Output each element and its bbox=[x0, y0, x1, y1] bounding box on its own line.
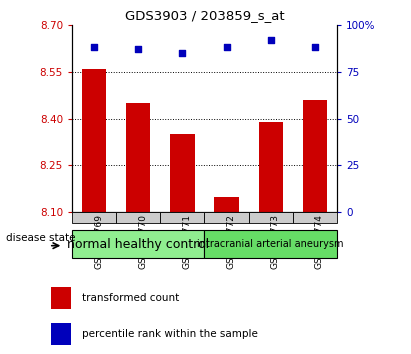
Bar bbox=[293, 212, 337, 223]
Bar bbox=[51, 287, 71, 309]
Text: GSM663773: GSM663773 bbox=[271, 214, 280, 269]
Bar bbox=[72, 230, 205, 258]
Bar bbox=[116, 212, 160, 223]
Text: normal healthy control: normal healthy control bbox=[67, 238, 209, 251]
Bar bbox=[72, 212, 116, 223]
Text: GSM663774: GSM663774 bbox=[315, 214, 324, 269]
Bar bbox=[205, 230, 337, 258]
Bar bbox=[82, 69, 106, 212]
Text: intracranial arterial aneurysm: intracranial arterial aneurysm bbox=[198, 239, 344, 249]
Text: GSM663769: GSM663769 bbox=[94, 214, 103, 269]
Point bbox=[91, 45, 97, 50]
Point bbox=[223, 45, 230, 50]
Text: percentile rank within the sample: percentile rank within the sample bbox=[82, 329, 258, 339]
Title: GDS3903 / 203859_s_at: GDS3903 / 203859_s_at bbox=[125, 9, 284, 22]
Bar bbox=[126, 103, 150, 212]
Point bbox=[135, 46, 141, 52]
Bar bbox=[215, 197, 239, 212]
Text: GSM663770: GSM663770 bbox=[138, 214, 147, 269]
Text: disease state: disease state bbox=[6, 233, 75, 243]
Point bbox=[312, 45, 318, 50]
Point bbox=[179, 50, 186, 56]
Point bbox=[268, 37, 274, 42]
Bar bbox=[51, 323, 71, 345]
Bar bbox=[170, 134, 194, 212]
Bar bbox=[160, 212, 205, 223]
Text: GSM663771: GSM663771 bbox=[182, 214, 192, 269]
Text: GSM663772: GSM663772 bbox=[226, 214, 236, 269]
Bar bbox=[249, 212, 293, 223]
Bar bbox=[259, 122, 283, 212]
Bar bbox=[205, 212, 249, 223]
Text: transformed count: transformed count bbox=[82, 293, 179, 303]
Bar bbox=[303, 100, 327, 212]
